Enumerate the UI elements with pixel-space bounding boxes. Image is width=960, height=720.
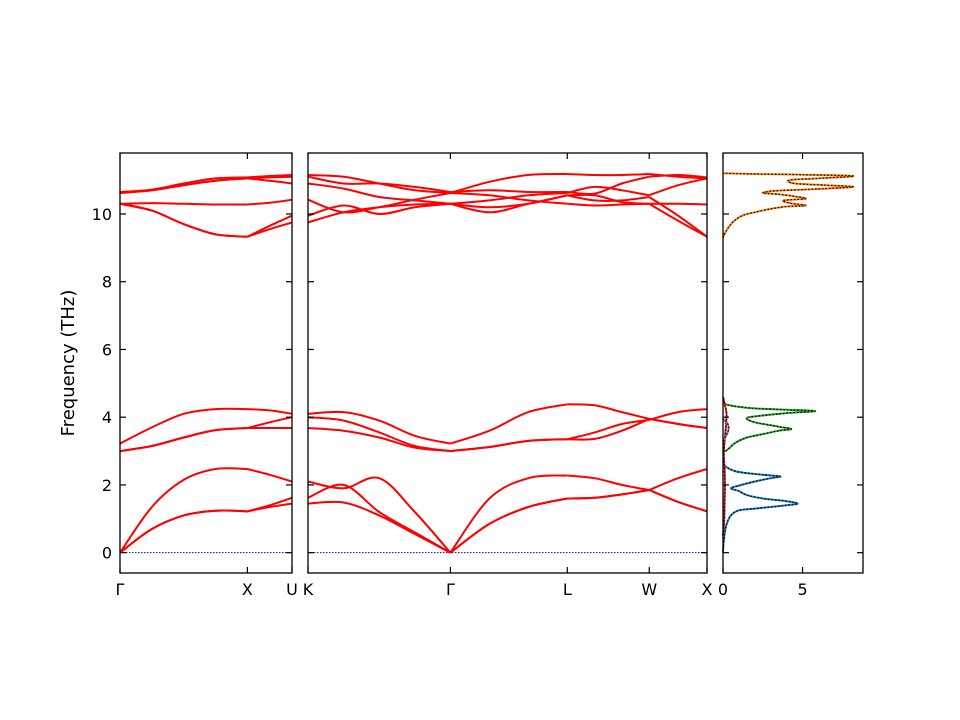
phonon-band [567,474,650,491]
x-tick-label: 0 [718,580,728,599]
band-panel-gamma-x-u: Γ X U 0 2 4 6 8 10 [92,152,298,599]
phonon-band [247,175,293,180]
phonon-band [247,496,293,513]
phonon-band [450,192,568,205]
phonon-band [119,202,248,238]
x-tick-label: Γ [446,580,455,599]
phonon-band [307,483,451,554]
phonon-band [649,173,708,179]
phonon-band [449,497,568,554]
phonon-band [450,438,568,453]
phonon-band [247,174,293,179]
phonon-band [247,408,293,415]
phonon-band [567,403,650,420]
phonon-band [649,202,708,206]
phonon-band [567,194,650,202]
y-tick-label: 4 [102,408,112,427]
phonon-band [247,468,293,483]
phonon-band [119,509,248,554]
phonon-band [119,176,248,193]
plot-frame [307,152,708,574]
phonon-band [307,202,451,217]
phonon-band [307,192,451,214]
x-tick-label: X [702,580,713,599]
x-tick-label: W [641,580,657,599]
y-tick-label: 6 [102,340,112,359]
phonon-band [567,418,650,441]
dos-curve [722,463,799,553]
dos-total-dotted [722,396,728,536]
phonon-band [567,175,650,196]
phonon-band [247,416,293,429]
phonon-band [649,173,708,180]
phonon-band [119,467,248,554]
x-tick-label: 5 [797,580,807,599]
phonon-band [307,182,451,205]
phonon-band [307,476,452,554]
phonon-band [247,198,293,206]
phonon-band [567,173,650,177]
phonon-band [649,417,708,429]
y-tick-label: 2 [102,476,112,495]
y-tick-label: 8 [102,273,112,292]
x-tick-label: K [303,580,314,599]
phonon-band [119,407,248,445]
x-tick-label: Γ [116,580,125,599]
phonon-band [567,202,650,207]
dos-total-dotted [722,172,855,238]
plot-frame [119,152,293,574]
phonon-band [449,474,568,554]
x-tick-label: U [286,580,298,599]
phonon-band [246,214,293,238]
phonon-band [648,408,708,421]
phonon-band [307,427,451,453]
phonon-band [307,174,451,194]
y-tick-label: 0 [102,544,112,563]
x-tick-label: X [242,580,253,599]
phonon-band [450,173,568,194]
phonon-band [307,410,451,445]
phonon-band [567,489,650,500]
phonon-band [567,185,650,197]
phonon-band [119,202,248,206]
phonon-band [307,416,451,453]
phonon-band [648,177,708,197]
dos-curve [722,418,730,442]
plot-frame [722,152,864,574]
phonon-band [648,468,708,491]
y-axis-label: Frequency (THz) [58,290,79,437]
plot-area [308,153,707,573]
plot-area [120,153,292,573]
phonon-band [119,427,248,453]
x-tick-label: L [563,580,572,599]
phonon-band [450,194,568,214]
phonon-band [567,417,650,441]
phonon-band [450,189,568,194]
dos-total-dotted [722,401,816,454]
y-tick-label: 10 [92,205,112,224]
phonon-band [450,403,568,445]
phonon-band [648,196,708,238]
phonon-band [648,489,708,513]
